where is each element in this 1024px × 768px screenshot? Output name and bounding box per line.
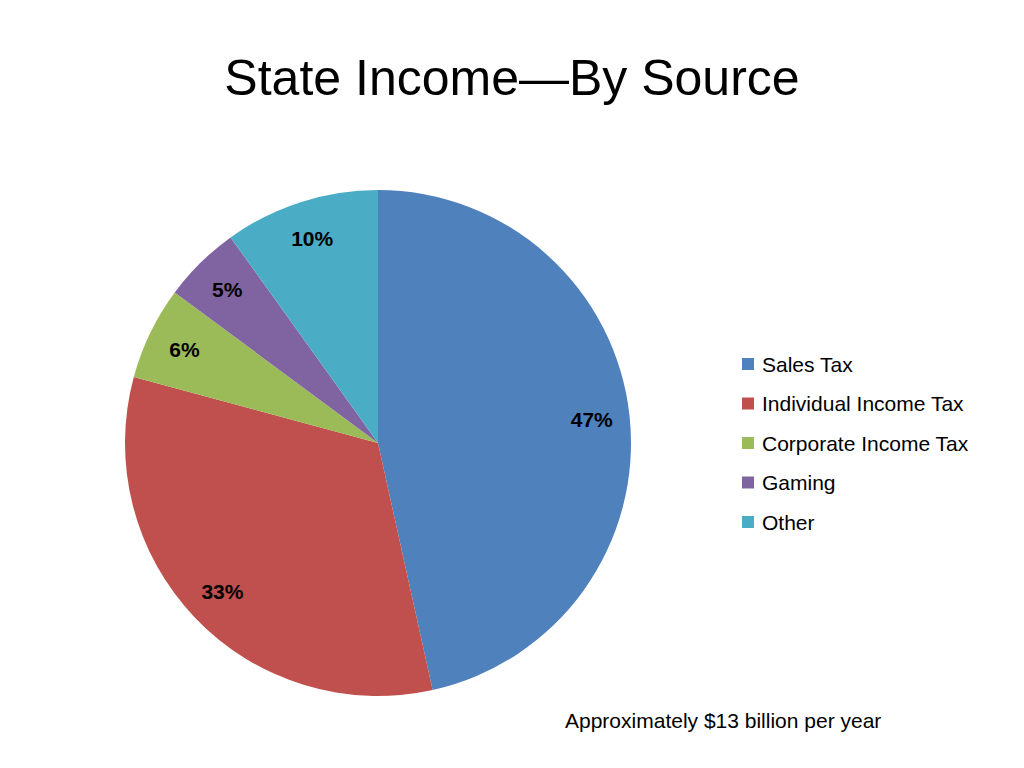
legend-label: Other: [762, 511, 815, 534]
data-label: 47%: [571, 408, 613, 431]
legend-swatch: [742, 358, 754, 370]
data-labels: 47% 33% 6% 5% 10%: [169, 227, 613, 603]
legend-swatch: [742, 398, 754, 410]
legend-label: Individual Income Tax: [762, 392, 964, 415]
legend-label: Gaming: [762, 471, 836, 494]
legend-label: Corporate Income Tax: [762, 432, 969, 455]
data-label: 5%: [212, 278, 243, 301]
data-label: 6%: [169, 338, 200, 361]
pie: [125, 190, 631, 696]
background: [0, 0, 1024, 768]
pie-slice: [231, 190, 378, 443]
annotation: Approximately $13 billion per year: [565, 709, 881, 732]
legend-item: Individual Income Tax: [742, 392, 964, 415]
data-label: 33%: [201, 580, 243, 603]
legend: Sales Tax Individual Income Tax Corporate …: [742, 353, 969, 534]
data-label: 10%: [291, 227, 333, 250]
legend-swatch: [742, 477, 754, 489]
legend-swatch: [742, 516, 754, 528]
legend-item: Corporate Income Tax: [742, 432, 969, 455]
legend-item: Gaming: [742, 471, 836, 494]
title: State Income—By Source: [224, 50, 799, 106]
pie-slice: [125, 377, 433, 696]
legend-swatch: [742, 437, 754, 449]
legend-item: Sales Tax: [742, 353, 853, 376]
legend-item: Other: [742, 511, 815, 534]
legend-label: Sales Tax: [762, 353, 853, 376]
chart: State Income—By Source 47% 33% 6% 5% 10% Sales…: [0, 0, 1024, 768]
